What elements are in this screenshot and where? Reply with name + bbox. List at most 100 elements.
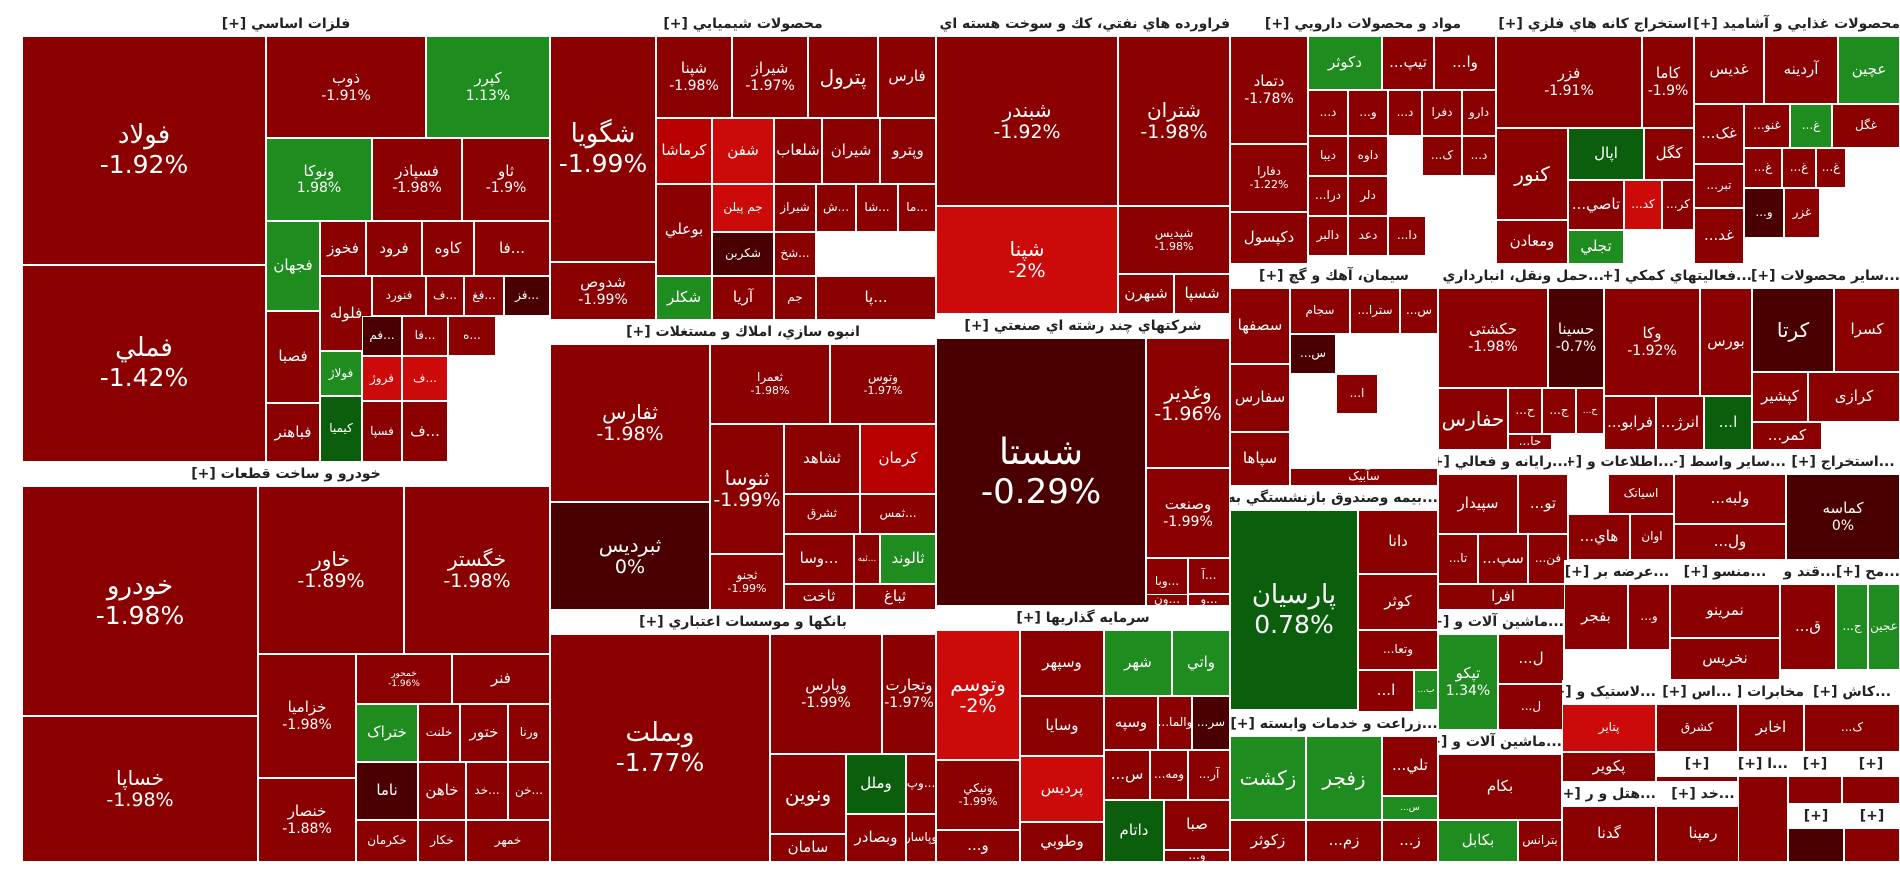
tile[interactable]: ...انرژ bbox=[1656, 396, 1704, 450]
tile[interactable]: ختراک bbox=[356, 704, 418, 762]
tile[interactable]: ...غ bbox=[1790, 104, 1832, 148]
tile[interactable]: دلر bbox=[1348, 176, 1388, 216]
tile[interactable]: افرا bbox=[1438, 584, 1568, 610]
tile[interactable]: کاوه bbox=[422, 221, 474, 276]
sector-header[interactable]: شرکتهاي چند رشته اي صنعتي [+] bbox=[964, 318, 1202, 334]
tile[interactable]: فروژ bbox=[362, 356, 402, 401]
tile[interactable]: ...سترا bbox=[1350, 288, 1400, 334]
tile[interactable]: وسا... bbox=[784, 534, 854, 584]
tile[interactable]: فملي -1.42% bbox=[22, 265, 266, 462]
tile[interactable]: غدیس bbox=[1694, 36, 1764, 104]
tile[interactable]: فز... bbox=[504, 276, 550, 316]
sector-header[interactable]: ...لاستيک و [+] bbox=[1562, 684, 1656, 700]
sector-header[interactable]: محصولات شيميايي [+] bbox=[663, 16, 823, 32]
tile[interactable]: صبا bbox=[1164, 800, 1230, 850]
tile[interactable] bbox=[1844, 828, 1900, 862]
tile[interactable]: ...آر bbox=[1188, 750, 1230, 800]
tile[interactable]: ...س bbox=[1290, 334, 1336, 374]
tile[interactable]: ونوکا 1.98% bbox=[266, 138, 372, 221]
tile[interactable] bbox=[1738, 776, 1788, 862]
tile[interactable]: شپنا -1.98% bbox=[656, 36, 732, 118]
tile[interactable]: سپاها bbox=[1230, 432, 1290, 486]
tile[interactable]: دارو bbox=[1462, 90, 1496, 136]
tile[interactable]: خکرمان bbox=[356, 820, 418, 862]
tile[interactable]: شبهرن bbox=[1118, 274, 1174, 314]
sector-header[interactable]: محصولات غذايي و آشاميد [+] bbox=[1694, 16, 1900, 32]
tile[interactable]: ...غ bbox=[1782, 148, 1816, 188]
tile[interactable] bbox=[1788, 776, 1842, 804]
tile[interactable]: ...د bbox=[1462, 136, 1496, 176]
tile[interactable]: دانا bbox=[1358, 510, 1438, 574]
tile[interactable]: ...تلي bbox=[1382, 736, 1438, 796]
tile[interactable]: ...فن bbox=[1528, 534, 1568, 584]
tile[interactable]: ...وتعا bbox=[1358, 630, 1438, 670]
sector-header[interactable]: [+] bbox=[1803, 808, 1829, 824]
tile[interactable]: ...و bbox=[1744, 188, 1784, 238]
tile[interactable]: ما... bbox=[898, 184, 936, 232]
tile[interactable]: ...دا bbox=[1388, 216, 1426, 256]
tile[interactable]: ...تيپ bbox=[1382, 36, 1434, 90]
tile[interactable]: گدنا bbox=[1562, 806, 1656, 862]
sector-header[interactable]: ...زراعت و خدمات وابسته [+] bbox=[1230, 716, 1438, 732]
sector-header[interactable]: ...ساير محصولات [+] bbox=[1752, 268, 1900, 284]
tile[interactable]: ...تا bbox=[1438, 534, 1478, 584]
tile[interactable]: ناما bbox=[356, 762, 418, 820]
tile[interactable]: ...ح bbox=[1508, 388, 1542, 434]
tile[interactable]: ف... bbox=[426, 276, 464, 316]
tile[interactable]: فزر -1.91% bbox=[1496, 36, 1642, 128]
tile[interactable]: فا... bbox=[402, 316, 448, 356]
sector-header[interactable]: [+] bbox=[1859, 808, 1885, 824]
tile[interactable]: ...ول bbox=[1674, 524, 1786, 560]
sector-header[interactable]: ...حمل ونقل، انبارداري و [+] bbox=[1438, 268, 1604, 284]
tile[interactable]: پترول bbox=[808, 36, 878, 118]
sector-header[interactable]: ...فعاليتهاي كمكي [+] bbox=[1604, 268, 1752, 284]
sector-header[interactable]: ...استخراج [+] bbox=[1791, 454, 1895, 470]
tile[interactable]: شخ... bbox=[774, 232, 816, 276]
tile[interactable]: کپشیر bbox=[1752, 372, 1808, 422]
tile[interactable] bbox=[1788, 828, 1844, 862]
tile[interactable]: ...کد bbox=[1624, 180, 1662, 230]
tile[interactable]: فارس bbox=[878, 36, 936, 118]
tile[interactable]: وسپه bbox=[1104, 696, 1158, 750]
tile[interactable]: داتام bbox=[1104, 800, 1164, 862]
sector-header[interactable]: مواد و محصولات دارويي [+] bbox=[1264, 16, 1462, 32]
tile[interactable]: ...س bbox=[1382, 796, 1438, 820]
tile[interactable]: پرديس bbox=[1020, 756, 1104, 822]
tile[interactable]: ...ز bbox=[1382, 820, 1438, 862]
tile[interactable]: دکوثر bbox=[1308, 36, 1382, 90]
tile[interactable]: ...س bbox=[1104, 750, 1150, 800]
tile[interactable]: کماسه 0% bbox=[1786, 474, 1900, 560]
tile[interactable]: ...و bbox=[1628, 584, 1670, 650]
tile[interactable]: ثشرق bbox=[784, 494, 860, 534]
tile[interactable]: ونوین bbox=[770, 754, 846, 834]
tile[interactable]: خمحور -1.96% bbox=[356, 654, 452, 704]
tile[interactable]: وتجارت -1.97% bbox=[882, 634, 936, 754]
tile[interactable]: جم پیلن bbox=[712, 184, 774, 232]
tile[interactable]: فم... bbox=[362, 316, 402, 356]
tile[interactable]: کیمیا bbox=[320, 396, 362, 462]
tile[interactable]: ثاخت bbox=[784, 584, 854, 610]
tile[interactable]: خد... bbox=[466, 762, 508, 820]
tile[interactable]: شدوص -1.99% bbox=[550, 262, 656, 320]
tile[interactable]: اخابر bbox=[1738, 704, 1804, 752]
tile[interactable]: ...و bbox=[936, 830, 1020, 862]
tile[interactable]: ...درا bbox=[1308, 176, 1348, 216]
sector-header[interactable]: ...رايانه و فعالي [+] bbox=[1438, 454, 1568, 470]
tile[interactable]: شگويا -1.99% bbox=[550, 36, 656, 262]
tile[interactable]: آریا bbox=[712, 276, 774, 320]
tile[interactable]: خن... bbox=[508, 762, 550, 820]
tile[interactable]: ثالوند bbox=[880, 534, 936, 584]
tile[interactable]: سپيدار bbox=[1438, 474, 1518, 534]
tile[interactable]: دفارا -1.22% bbox=[1230, 144, 1308, 212]
tile[interactable]: بکابل bbox=[1438, 820, 1518, 862]
tile[interactable]: ...ک bbox=[1422, 136, 1462, 176]
tile[interactable]: پارسیان 0.78% bbox=[1230, 510, 1358, 710]
tile[interactable]: وطوبي bbox=[1020, 822, 1104, 862]
tile[interactable]: خگستر -1.98% bbox=[404, 486, 550, 654]
tile[interactable]: بفجر bbox=[1564, 584, 1628, 650]
sector-header[interactable]: ...ا [+] bbox=[1738, 756, 1788, 772]
tile[interactable]: شیراز bbox=[774, 184, 816, 232]
tile[interactable]: کرازی bbox=[1808, 372, 1900, 422]
tile[interactable]: وپترو bbox=[880, 118, 936, 184]
sector-header[interactable]: ...ماشين آلات و [+] bbox=[1438, 614, 1564, 630]
